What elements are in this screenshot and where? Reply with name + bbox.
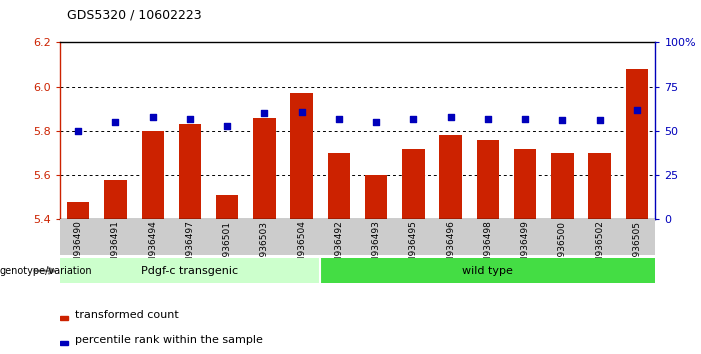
Bar (60, 316, 69, 320)
Bar (588, 153, 611, 219)
Bar (320, 219, 358, 255)
Text: GSM936499: GSM936499 (521, 221, 529, 275)
Text: GSM936494: GSM936494 (148, 221, 157, 275)
Bar (626, 69, 648, 219)
Bar (618, 219, 655, 255)
Bar (60, 258, 320, 283)
Bar (477, 140, 499, 219)
Bar (402, 149, 425, 219)
Point (333, 116, 344, 121)
Bar (320, 258, 655, 283)
Text: percentile rank within the sample: percentile rank within the sample (76, 335, 264, 346)
Bar (506, 219, 544, 255)
Bar (544, 219, 581, 255)
Bar (60, 341, 69, 345)
Text: GDS5320 / 10602223: GDS5320 / 10602223 (67, 8, 201, 21)
Point (296, 109, 307, 114)
Text: GSM936500: GSM936500 (558, 221, 567, 275)
Bar (246, 219, 283, 255)
Bar (551, 153, 573, 219)
Text: Pdgf-c transgenic: Pdgf-c transgenic (142, 266, 238, 276)
Bar (469, 219, 506, 255)
Bar (395, 219, 432, 255)
Bar (216, 195, 238, 219)
Bar (60, 219, 97, 255)
Point (147, 114, 158, 120)
Bar (253, 118, 275, 219)
Text: GSM936491: GSM936491 (111, 221, 120, 275)
Point (110, 119, 121, 125)
Point (73, 128, 84, 134)
Bar (179, 124, 201, 219)
Bar (171, 219, 209, 255)
Text: GSM936496: GSM936496 (446, 221, 455, 275)
Point (445, 114, 456, 120)
Text: GSM936495: GSM936495 (409, 221, 418, 275)
Text: GSM936493: GSM936493 (372, 221, 381, 275)
Text: GSM936501: GSM936501 (223, 221, 231, 275)
Bar (67, 202, 90, 219)
Text: GSM936502: GSM936502 (595, 221, 604, 275)
Point (631, 107, 642, 113)
Point (222, 123, 233, 129)
Text: GSM936498: GSM936498 (484, 221, 492, 275)
Bar (142, 131, 164, 219)
Text: wild type: wild type (463, 266, 513, 276)
Text: GSM936504: GSM936504 (297, 221, 306, 275)
Bar (432, 219, 469, 255)
Bar (328, 153, 350, 219)
Bar (440, 136, 462, 219)
Bar (104, 180, 127, 219)
Text: genotype/variation: genotype/variation (0, 266, 93, 276)
Point (519, 116, 531, 121)
Text: GSM936497: GSM936497 (186, 221, 194, 275)
Bar (209, 219, 246, 255)
Point (371, 119, 382, 125)
Point (259, 110, 270, 116)
Point (408, 116, 419, 121)
Text: transformed count: transformed count (76, 310, 179, 320)
Text: GSM936505: GSM936505 (632, 221, 641, 275)
Text: GSM936492: GSM936492 (334, 221, 343, 275)
Bar (97, 219, 134, 255)
Bar (581, 219, 618, 255)
Point (184, 116, 196, 121)
Point (594, 118, 605, 123)
Bar (290, 93, 313, 219)
Bar (365, 175, 387, 219)
Bar (134, 219, 171, 255)
Text: GSM936503: GSM936503 (260, 221, 269, 275)
Bar (283, 219, 320, 255)
Bar (514, 149, 536, 219)
Point (482, 116, 494, 121)
Text: GSM936490: GSM936490 (74, 221, 83, 275)
Bar (358, 219, 395, 255)
Point (557, 118, 568, 123)
